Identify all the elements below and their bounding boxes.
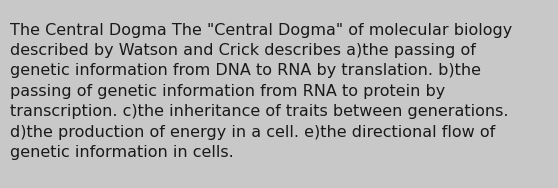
Text: The Central Dogma The "Central Dogma" of molecular biology
described by Watson a: The Central Dogma The "Central Dogma" of… (10, 23, 512, 160)
